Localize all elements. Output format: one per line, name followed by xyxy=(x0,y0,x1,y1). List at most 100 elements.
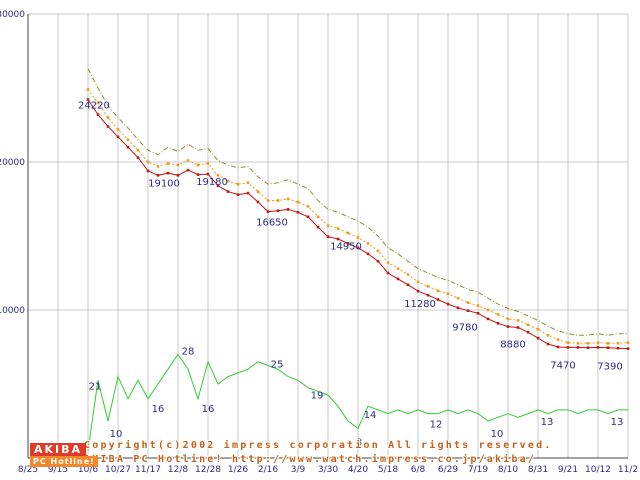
value-annotation: 19 xyxy=(311,391,324,402)
series-marker-orange xyxy=(276,199,280,202)
series-marker-orange xyxy=(246,181,250,184)
series-marker-red xyxy=(556,345,560,349)
series-marker-red xyxy=(366,252,370,256)
x-tick-label: 8/25 xyxy=(18,465,38,475)
y-tick-label: 30000 xyxy=(0,10,25,20)
series-marker-orange xyxy=(576,342,580,345)
value-annotation: 8 xyxy=(356,437,362,448)
series-marker-red xyxy=(606,346,610,349)
series-marker-red xyxy=(176,174,180,177)
value-annotation: 16 xyxy=(202,404,215,415)
series-marker-red xyxy=(546,342,550,346)
series-marker-red xyxy=(426,293,430,297)
series-marker-orange xyxy=(106,116,110,119)
akiba-logo: AKIBA PC Hotline! xyxy=(30,443,98,467)
series-marker-red xyxy=(206,172,210,176)
series-marker-red xyxy=(616,346,620,350)
series-marker-red xyxy=(506,325,510,328)
series-marker-red xyxy=(466,309,470,312)
series-marker-orange xyxy=(356,236,360,239)
series-marker-orange xyxy=(126,138,130,142)
series-marker-red xyxy=(576,346,580,349)
akiba-logo-bottom: PC Hotline! xyxy=(30,456,98,467)
series-marker-red xyxy=(156,174,160,177)
series-marker-orange xyxy=(566,341,570,344)
series-marker-orange xyxy=(136,148,140,152)
x-tick-label: 10/12 xyxy=(585,465,611,475)
series-marker-red xyxy=(136,156,140,159)
series-marker-red xyxy=(376,259,380,263)
series-marker-red xyxy=(586,346,590,349)
x-tick-label: 2/16 xyxy=(258,465,278,475)
value-annotation: 14950 xyxy=(330,242,362,253)
series-marker-orange xyxy=(426,285,430,288)
x-tick-label: 3/9 xyxy=(291,465,306,475)
series-marker-red xyxy=(476,312,480,315)
series-marker-red xyxy=(106,125,110,128)
series-marker-red xyxy=(566,346,570,349)
series-marker-orange xyxy=(456,296,460,300)
series-marker-orange xyxy=(206,162,210,165)
y-tick-label: 20000 xyxy=(0,158,25,168)
series-marker-red xyxy=(236,193,240,196)
series-marker-orange xyxy=(606,342,610,345)
series-marker-red xyxy=(346,242,350,245)
value-annotation: 19100 xyxy=(148,178,180,189)
series-marker-orange xyxy=(436,289,440,293)
series-marker-orange xyxy=(236,182,240,186)
series-marker-orange xyxy=(176,163,180,167)
series-marker-red xyxy=(246,191,250,195)
series-marker-red xyxy=(536,336,540,340)
value-annotation: 25 xyxy=(271,360,284,371)
series-marker-orange xyxy=(616,342,620,345)
value-annotation: 11280 xyxy=(404,299,436,310)
series-marker-orange xyxy=(596,341,600,344)
series-marker-red xyxy=(306,215,310,219)
series-marker-red xyxy=(166,171,170,175)
series-marker-orange xyxy=(386,261,390,264)
series-marker-orange xyxy=(96,101,100,105)
x-tick-label: 4/20 xyxy=(348,465,368,475)
series-marker-orange xyxy=(416,280,420,284)
series-marker-orange xyxy=(626,341,630,344)
value-annotation: 19180 xyxy=(196,177,228,188)
value-annotation: 7470 xyxy=(550,360,575,371)
series-marker-red xyxy=(116,135,120,139)
series-marker-red xyxy=(356,246,360,250)
series-marker-orange xyxy=(296,200,300,204)
series-marker-red xyxy=(386,271,390,275)
value-annotation: 28 xyxy=(182,346,195,357)
series-marker-orange xyxy=(196,163,200,167)
series-marker-orange xyxy=(406,273,410,276)
series-marker-red xyxy=(86,98,90,101)
copyright-line1: Copyright(c)2002 impress corporation All… xyxy=(84,440,553,451)
series-marker-red xyxy=(516,326,520,329)
value-annotation: 9780 xyxy=(452,322,477,333)
x-tick-label: 12/28 xyxy=(195,465,221,475)
copyright-line2: AKIBA PC Hotline! http://www.watch.impre… xyxy=(84,454,537,465)
series-marker-red xyxy=(416,289,420,293)
x-tick-label: 10/6 xyxy=(78,465,98,475)
value-annotation: 14 xyxy=(364,410,377,421)
series-marker-orange xyxy=(486,308,490,312)
series-marker-orange xyxy=(316,215,320,219)
series-marker-red xyxy=(186,168,190,172)
series-marker-orange xyxy=(286,197,290,201)
series-marker-orange xyxy=(86,88,90,91)
value-annotation: 12 xyxy=(430,420,443,431)
series-marker-orange xyxy=(166,162,170,165)
value-annotation: 16650 xyxy=(256,218,288,229)
x-tick-label: 8/10 xyxy=(498,465,518,475)
series-marker-orange xyxy=(146,160,150,164)
copyright-overlay: Copyright(c)2002 impress corporation All… xyxy=(84,439,553,467)
series-marker-orange xyxy=(116,128,120,131)
series-marker-red xyxy=(286,208,290,211)
series-marker-orange xyxy=(546,333,550,337)
x-tick-label: 7/19 xyxy=(468,465,488,475)
series-marker-orange xyxy=(526,323,530,327)
series-marker-orange xyxy=(446,292,450,295)
series-marker-orange xyxy=(536,327,540,331)
series-marker-red xyxy=(596,346,600,349)
series-marker-orange xyxy=(516,319,520,322)
